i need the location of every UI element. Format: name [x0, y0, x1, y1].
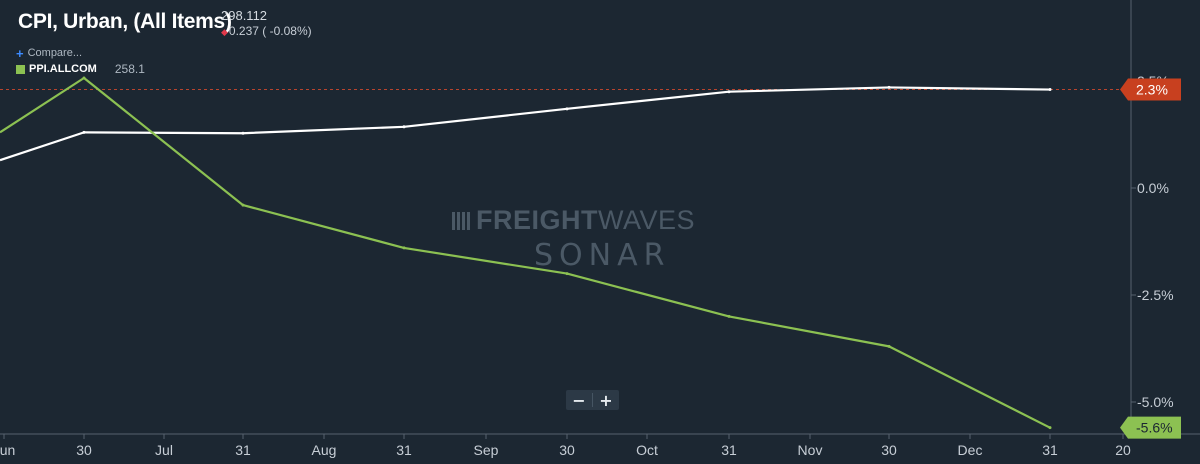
x-tick-label: 31 [721, 442, 737, 458]
current-value: 298.112 [221, 8, 268, 23]
chart-title: CPI, Urban, (All Items) [18, 10, 232, 33]
y-tick-label: 0.0% [1137, 180, 1169, 196]
x-tick-label: Jun [0, 442, 15, 458]
ppi-series-line [0, 76, 1051, 429]
change-value: ◆0.237 ( -0.08%) [221, 24, 312, 38]
y-tick-label: -2.5% [1137, 287, 1174, 303]
x-tick-label: Dec [958, 442, 983, 458]
cpi-data-point [241, 131, 245, 135]
cpi-series-line [0, 86, 1051, 162]
ppi-data-point [241, 203, 245, 207]
cpi-last-value-badge-shape [1120, 78, 1181, 101]
series-name: PPI.ALLCOM [29, 63, 97, 75]
zoom-controls: − + [566, 390, 619, 410]
change-text: 0.237 ( -0.08%) [228, 24, 312, 38]
down-arrow-icon: ◆ [221, 27, 228, 37]
x-tick-label: 30 [559, 442, 575, 458]
zoom-divider [592, 393, 593, 407]
zoom-out-button[interactable]: − [572, 390, 586, 410]
x-tick-label: 31 [1042, 442, 1058, 458]
ppi-data-point [82, 76, 86, 80]
compare-button[interactable]: + Compare... [16, 45, 145, 61]
ppi-data-point [402, 246, 406, 250]
x-tick-label: 20 [1115, 442, 1131, 458]
series-color-swatch [16, 64, 25, 74]
cpi-last-value-badge-label: 2.3% [1136, 82, 1168, 98]
cpi-data-point [887, 85, 891, 89]
ppi-data-point [727, 314, 731, 318]
ppi-last-value-badge-shape [1120, 416, 1181, 439]
y-tick-label: -5.0% [1137, 394, 1174, 410]
cpi-data-point [82, 130, 86, 134]
x-tick-label: 31 [235, 442, 251, 458]
compare-label: Compare... [27, 47, 83, 59]
plot-area [0, 76, 1131, 430]
ppi-data-point [887, 344, 891, 348]
legend-item-ppi[interactable]: PPI.ALLCOM 258.1 [16, 62, 145, 76]
series-last-value: 258.1 [114, 62, 145, 76]
x-tick-label: 31 [396, 442, 412, 458]
quote-block: 298.112 ◆0.237 ( -0.08%) [221, 8, 312, 38]
x-tick-label: Jul [155, 442, 173, 458]
ppi-last-value-badge: -5.6% [1120, 416, 1181, 439]
ppi-last-value-badge-label: -5.6% [1136, 420, 1173, 436]
plus-icon: + [16, 45, 24, 61]
x-tick-label: Oct [636, 442, 658, 458]
cpi-data-point [565, 107, 569, 111]
zoom-in-button[interactable]: + [599, 390, 613, 410]
x-tick-label: 30 [76, 442, 92, 458]
x-tick-label: 30 [881, 442, 897, 458]
cpi-data-point [727, 90, 731, 94]
x-tick-label: Nov [798, 442, 823, 458]
x-tick-label: Aug [312, 442, 337, 458]
legend: + Compare... PPI.ALLCOM 258.1 [16, 46, 145, 76]
cpi-last-value-badge: 2.3% [1120, 78, 1181, 101]
x-tick-label: Sep [474, 442, 499, 458]
ppi-data-point [1048, 426, 1052, 430]
cpi-data-point [402, 125, 406, 129]
cpi-data-point [1048, 88, 1052, 92]
ppi-data-point [565, 272, 569, 276]
